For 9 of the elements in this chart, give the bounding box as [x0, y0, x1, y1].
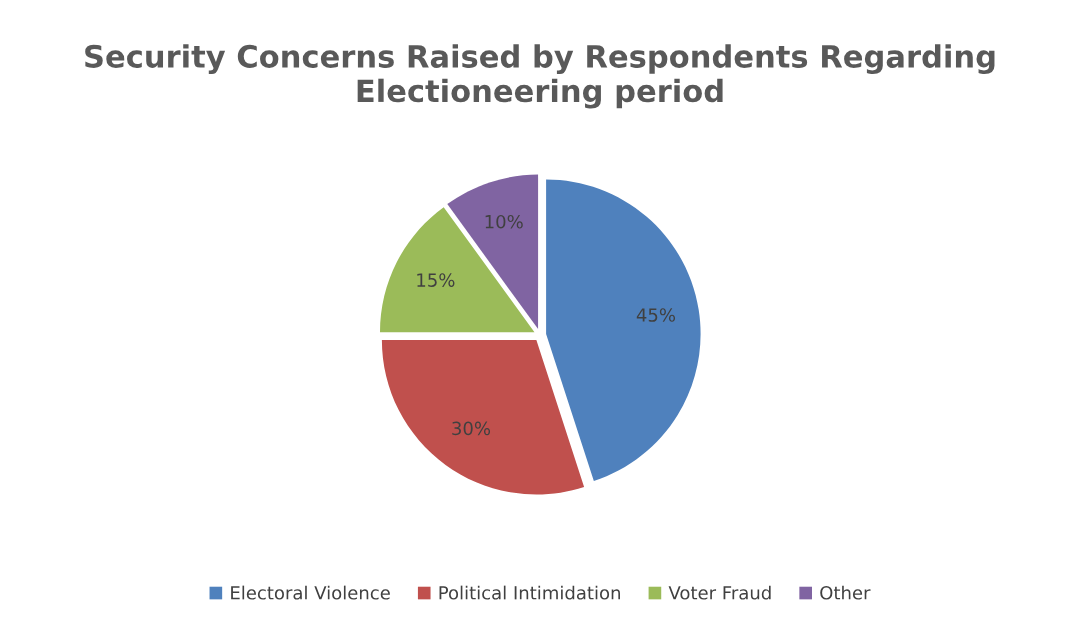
legend-label: Political Intimidation [439, 585, 620, 600]
data-label: 30% [452, 421, 491, 436]
legend-label: Voter Fraud [668, 585, 771, 600]
data-label: 10% [485, 214, 523, 229]
legend-label: Electoral Violence [231, 585, 390, 600]
chart-title: Security Concerns Raised by Respondents Regarding Electioneering period [85, 44, 995, 109]
data-label: 45% [636, 308, 676, 322]
data-label: 15% [417, 273, 455, 287]
legend-label: Other [820, 585, 871, 600]
